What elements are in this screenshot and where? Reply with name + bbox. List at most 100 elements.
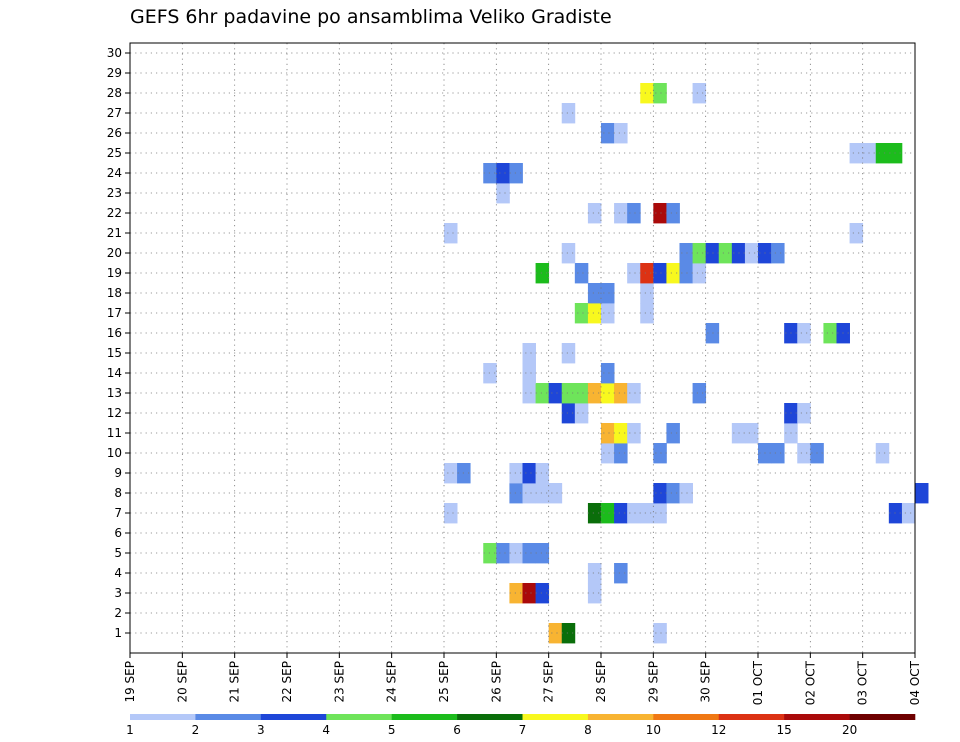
heatmap-cell [679,483,693,504]
x-tick-label: 01 OCT [751,660,765,705]
y-tick-label: 2 [114,606,122,620]
heatmap-cell [692,383,707,404]
legend-label: 2 [192,723,200,737]
legend-swatch [784,714,850,720]
heatmap-cell [601,383,615,404]
y-tick-label: 12 [107,406,122,420]
heatmap-cell [797,403,811,424]
heatmap-cell [522,343,536,364]
heatmap-cell [587,303,602,324]
y-tick-label: 25 [107,146,122,160]
heatmap-cell [548,483,563,504]
heatmap-cell [614,503,628,524]
heatmap-cell [653,83,667,104]
x-axis: 19 SEP 20 SEP 21 SEP 22 SEP 23 SEP 24 SEP 25 S… [123,653,922,705]
heatmap-cell [744,423,759,444]
legend-swatch [326,714,392,720]
heatmap-cell [548,623,563,644]
heatmap-cell [666,483,680,504]
x-tick-label: 21 SEP [228,661,242,703]
x-tick-label: 20 SEP [175,661,189,703]
y-tick-label: 20 [107,246,122,260]
heatmap-cell [666,263,680,284]
heatmap-cell [587,203,602,224]
heatmap-cell [522,363,536,384]
legend-swatch [849,714,916,720]
x-tick-label: 24 SEP [385,661,399,703]
heatmap-cell [561,623,576,644]
heatmap-cell [574,263,589,284]
heatmap-cell [875,443,890,464]
chart-title: GEFS 6hr padavine po ansamblima Veliko G… [130,6,612,28]
legend-label: 6 [453,723,461,737]
heatmap-cell [601,443,615,464]
legend-swatch [195,714,262,720]
heatmap-cell [614,443,628,464]
y-tick-label: 24 [107,166,122,180]
y-tick-label: 23 [107,186,122,200]
x-tick-label: 26 SEP [489,661,503,703]
heatmap-cell [692,263,707,284]
heatmap-cell [522,483,536,504]
legend-label: 8 [584,723,592,737]
heatmap-cell [692,83,707,104]
x-tick-label: 30 SEP [699,661,713,703]
heatmap-cell [496,163,510,184]
heatmap-cell [574,403,589,424]
heatmap-cell [797,323,811,344]
heatmap-cell [587,583,602,604]
heatmap-cell [771,243,785,264]
y-tick-label: 27 [107,106,122,120]
heatmap-cell [587,503,602,524]
heatmap-cell [915,483,929,504]
heatmap-cell [509,163,523,184]
x-tick-label: 25 SEP [437,661,451,703]
heatmap-cell [509,583,523,604]
y-tick-label: 29 [107,66,122,80]
legend-label: 12 [711,723,726,737]
heatmap-cell [444,503,458,524]
heatmap-cell [522,463,536,484]
y-tick-label: 18 [107,286,122,300]
y-tick-label: 16 [107,326,122,340]
y-tick-label: 9 [114,466,122,480]
y-tick-label: 19 [107,266,122,280]
heatmap-cell [587,383,602,404]
legend: 1 2 3 4 5 6 7 8 10 12 15 20 [126,714,916,737]
legend-label: 4 [322,723,330,737]
heatmap-cell [640,263,654,284]
heatmap-cell [496,183,510,204]
heatmap-cell [601,303,615,324]
heatmap-cell [601,423,615,444]
y-tick-label: 3 [114,586,122,600]
y-tick-label: 17 [107,306,122,320]
x-tick-label: 02 OCT [803,660,817,705]
heatmap-cell [587,563,602,584]
y-tick-label: 15 [107,346,122,360]
heatmap-cell [640,83,654,104]
heatmap-cell [627,263,641,284]
heatmap-cell [849,143,864,164]
x-tick-label: 29 SEP [646,661,660,703]
heatmap-cell [522,383,536,404]
heatmap-cell [574,303,589,324]
heatmap-cell [653,203,667,224]
heatmap-cell [653,443,667,464]
y-tick-label: 30 [107,46,122,60]
y-tick-label: 14 [107,366,122,380]
y-tick-label: 10 [107,446,122,460]
heatmap-cell [679,243,693,264]
plot-frame [129,42,916,654]
heatmap-cell [653,263,667,284]
heatmap-cell [797,443,811,464]
legend-label: 20 [842,723,857,737]
heatmap-cell [548,383,563,404]
heatmap-cell [653,623,667,644]
x-tick-label: 04 OCT [908,660,922,705]
legend-label: 7 [519,723,527,737]
heatmap-cell [849,223,864,244]
heatmap-cell [653,503,667,524]
heatmap-cell [614,123,628,144]
grid-layer [130,43,915,653]
heatmap-cell [627,383,641,404]
